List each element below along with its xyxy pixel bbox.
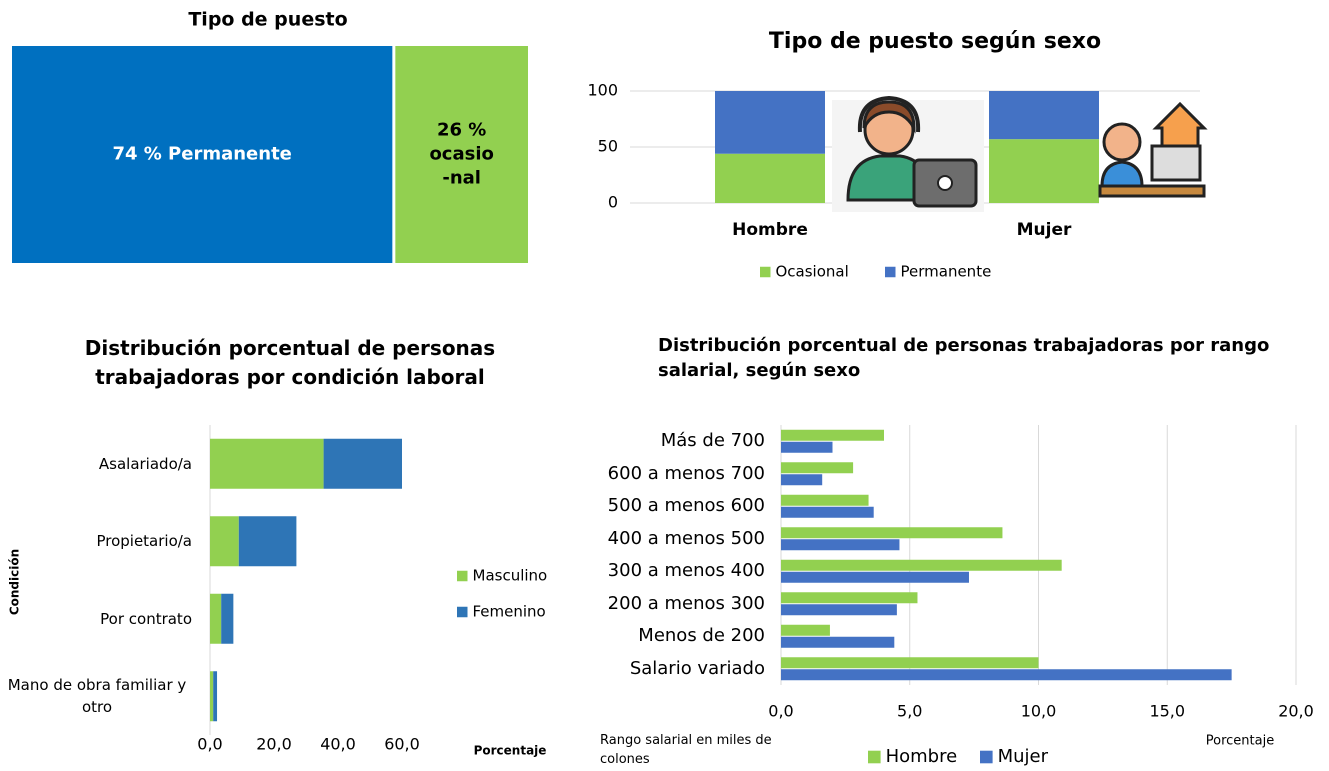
- y-tick-label: 200 a menos 300: [607, 592, 765, 614]
- bar: [781, 604, 897, 616]
- legend-label: Mujer: [998, 746, 1049, 767]
- legend-swatch: [980, 750, 993, 764]
- bar: [781, 636, 895, 648]
- x-tick-label: 20,0: [256, 735, 292, 754]
- x-tick-label: 0,0: [197, 735, 222, 754]
- x-axis-label: Porcentaje: [474, 744, 547, 758]
- bar: [781, 441, 833, 453]
- legend-label: Ocasional: [776, 263, 849, 281]
- legend-swatch: [868, 750, 881, 764]
- bar: [781, 539, 900, 551]
- y-tick-label: Menos de 200: [638, 625, 765, 647]
- y-tick-label: Por contrato: [100, 609, 192, 628]
- bar-segment: [213, 671, 218, 722]
- y-tick-label: 50: [598, 137, 618, 156]
- y-tick-label: Asalariado/a: [98, 454, 192, 473]
- x-tick-label: 15,0: [1149, 702, 1185, 721]
- x-tick-label: 40,0: [320, 735, 356, 754]
- bar-segment: [210, 593, 222, 644]
- x-axis-label: Porcentaje: [1206, 734, 1274, 749]
- bar-segment: [210, 516, 239, 567]
- chart-title: Tipo de puesto: [188, 9, 347, 31]
- icon-monitor: [1150, 144, 1202, 182]
- icon-home-worker: [1098, 96, 1208, 206]
- chart-title: Tipo de puesto según sexo: [769, 29, 1101, 54]
- cell-label: 26 %: [437, 120, 486, 141]
- bar: [781, 474, 823, 486]
- legend-swatch: [760, 266, 771, 278]
- icon-call-agent: [832, 95, 984, 212]
- y-axis-label: Condición: [8, 549, 22, 615]
- icon-desk: [1098, 184, 1206, 198]
- y-tick-label: Mano de obra familiar y otro: [7, 676, 187, 717]
- bar-segment: [210, 671, 214, 722]
- legend-swatch: [885, 266, 896, 278]
- bar-segment: [715, 91, 825, 154]
- x-tick-label: Hombre: [732, 220, 808, 240]
- cell-label: -nal: [442, 168, 481, 189]
- bar: [781, 429, 884, 441]
- chart-title: Distribución porcentual de personas trab…: [84, 336, 496, 389]
- icon-headset: [857, 95, 921, 133]
- legend-label: Hombre: [886, 746, 958, 767]
- legend-label: Masculino: [473, 567, 548, 585]
- x-tick-label: 60,0: [384, 735, 420, 754]
- bar-segment: [221, 593, 234, 644]
- icon-head: [1102, 122, 1142, 162]
- icon-house: [1152, 101, 1208, 150]
- chart-title: Distribución porcentual de personas trab…: [658, 335, 1270, 381]
- y-tick-label: 300 a menos 400: [607, 560, 765, 582]
- legend-label: Permanente: [901, 263, 992, 281]
- y-tick-label: 500 a menos 600: [607, 495, 765, 517]
- y-tick-label: 100: [587, 81, 618, 100]
- y-tick-label: 600 a menos 700: [607, 462, 765, 484]
- bar: [781, 624, 830, 636]
- bar: [781, 571, 969, 583]
- bar-segment: [989, 91, 1099, 140]
- legend-label: Femenino: [473, 603, 546, 621]
- bar-segment: [210, 438, 324, 489]
- icon-body: [1100, 160, 1144, 188]
- y-tick-label: 400 a menos 500: [607, 527, 765, 549]
- icon-logo: [937, 175, 953, 191]
- bar: [781, 559, 1062, 571]
- bar: [781, 657, 1039, 669]
- bar: [781, 527, 1003, 539]
- bar-segment: [715, 153, 825, 203]
- treemap-cell: [12, 46, 393, 263]
- y-axis-label: Rango salarial en miles de colones: [600, 733, 772, 767]
- legend-swatch: [457, 606, 468, 618]
- y-tick-label: Salario variado: [629, 657, 765, 679]
- bar: [781, 462, 854, 474]
- legend-swatch: [457, 570, 468, 582]
- bar: [781, 669, 1232, 681]
- x-tick-label: Mujer: [1017, 220, 1072, 240]
- y-tick-label: Propietario/a: [96, 532, 192, 551]
- x-tick-label: 10,0: [1021, 702, 1057, 721]
- x-tick-label: 20,0: [1278, 702, 1314, 721]
- cell-label: ocasio: [429, 144, 493, 165]
- y-tick-label: 0: [608, 193, 618, 212]
- y-tick-label: Más de 700: [660, 430, 765, 452]
- bar-segment: [989, 139, 1099, 203]
- bar: [781, 506, 874, 518]
- bar-segment: [323, 438, 402, 489]
- treemap-cell: [395, 46, 528, 263]
- icon-hair: [862, 100, 916, 134]
- bar: [781, 592, 918, 604]
- x-tick-label: 0,0: [768, 702, 793, 721]
- bar-segment: [238, 516, 297, 567]
- x-tick-label: 5,0: [897, 702, 922, 721]
- cell-label: 74 % Permanente: [112, 144, 291, 165]
- bar: [781, 494, 869, 506]
